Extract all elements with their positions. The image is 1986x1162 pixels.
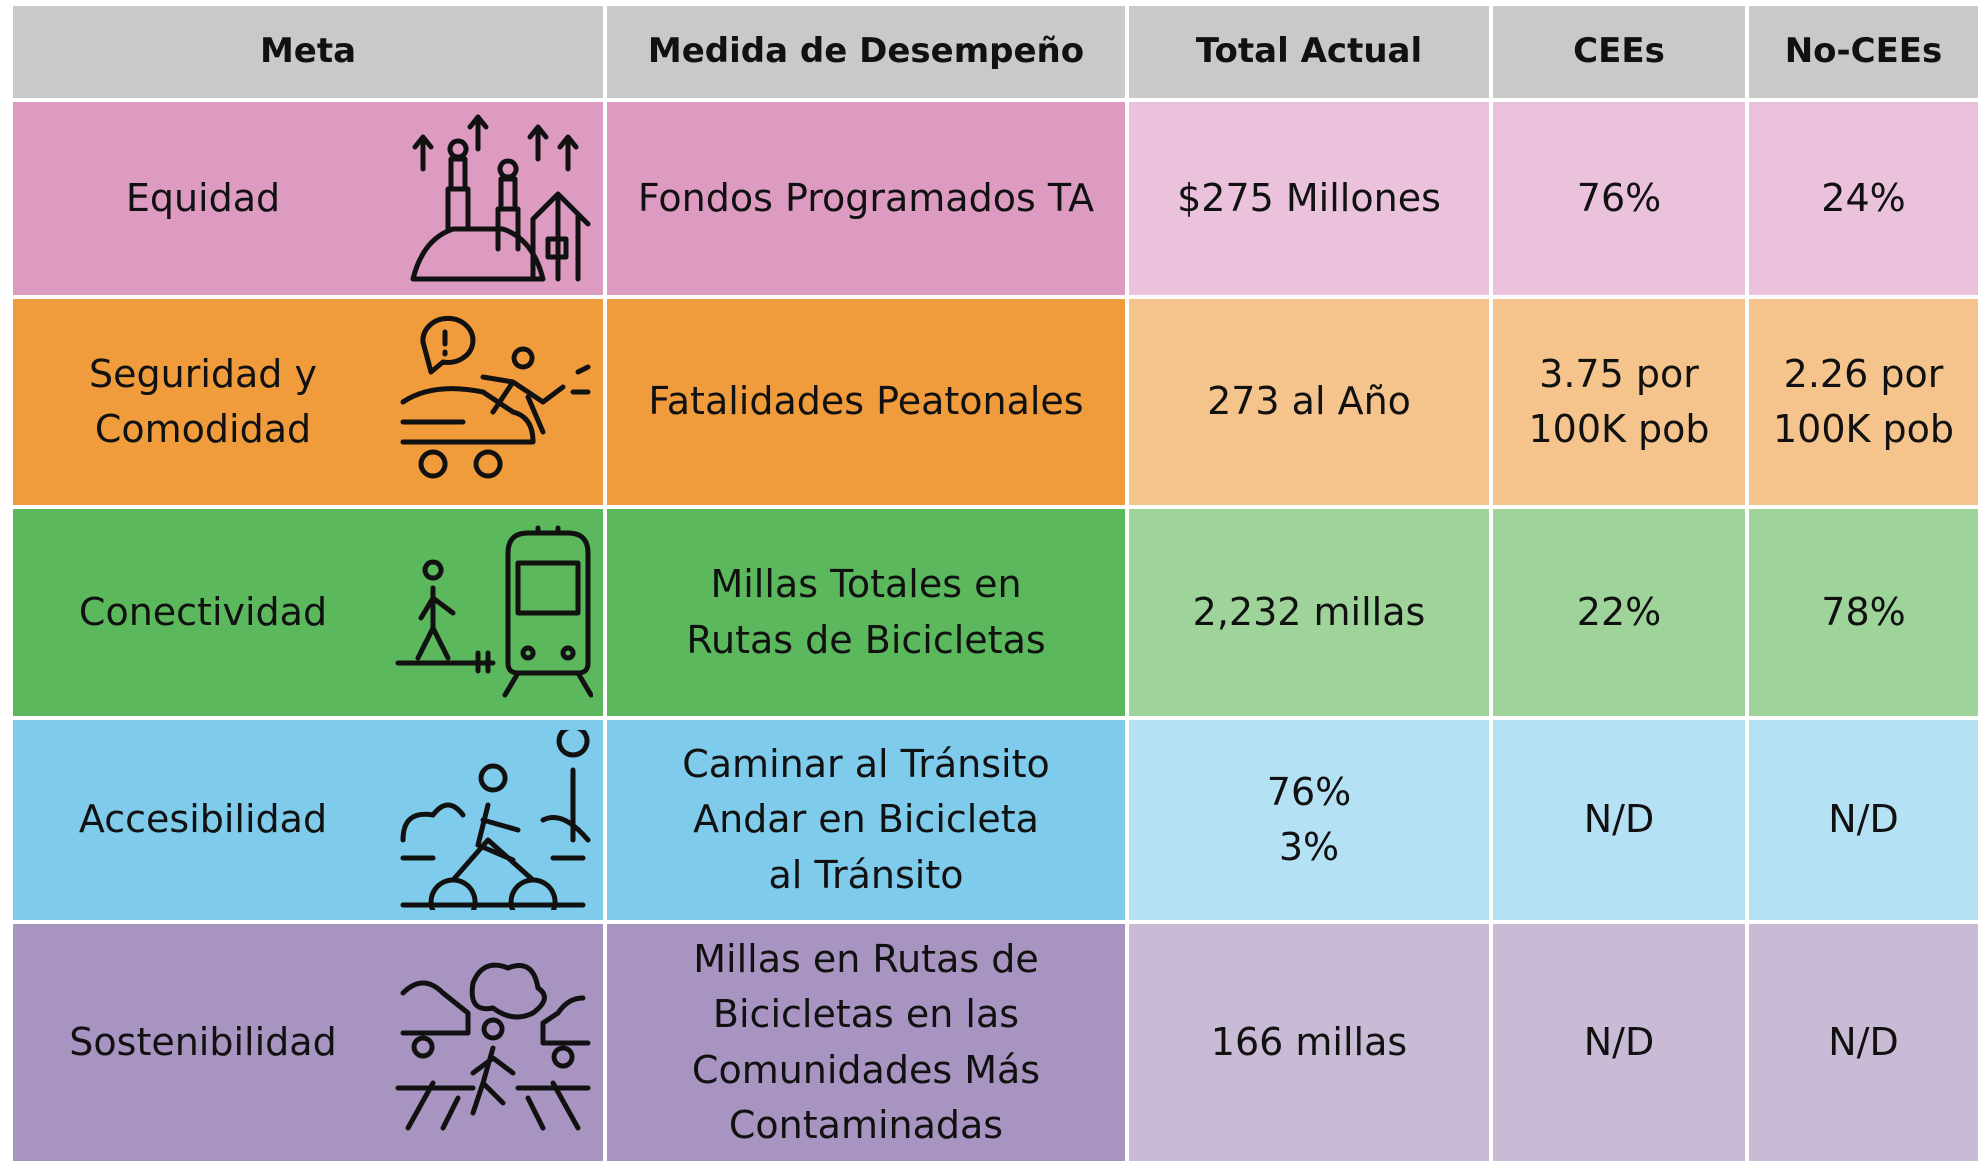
measure-cell: Fatalidades Peatonales — [607, 299, 1125, 505]
nocees-cell: 2.26 por 100K pob — [1749, 299, 1978, 505]
sustainability-icon — [395, 962, 591, 1130]
cees-cell: 3.75 por 100K pob — [1493, 299, 1745, 505]
goal-cell: Sostenibilidad — [13, 924, 603, 1161]
total-cell: 166 millas — [1129, 924, 1489, 1161]
cees-cell: 76% — [1493, 102, 1745, 295]
measure-cell: Millas Totales en Rutas de Bicicletas — [607, 509, 1125, 716]
goals-table: Meta Medida de Desempeño Total Actual CEEs N… — [13, 6, 1978, 1161]
accessibility-icon — [400, 730, 591, 910]
equity-icon — [410, 114, 591, 281]
goal-cell: Seguridad y Comodidad — [13, 299, 603, 505]
goal-text: Accesibilidad — [78, 797, 328, 842]
goal-text: Conectividad — [78, 589, 328, 634]
total-cell: 76% 3% — [1129, 720, 1489, 920]
total-cell: $275 Millones — [1129, 102, 1489, 295]
nocees-cell: N/D — [1749, 720, 1978, 920]
cees-cell: N/D — [1493, 924, 1745, 1161]
header-cell: Meta — [13, 6, 603, 98]
nocees-cell: 78% — [1749, 509, 1978, 716]
goal-cell: Accesibilidad — [13, 720, 603, 920]
cees-cell: 22% — [1493, 509, 1745, 716]
goal-cell: Equidad — [13, 102, 603, 295]
total-cell: 2,232 millas — [1129, 509, 1489, 716]
goal-text: Equidad — [125, 175, 281, 220]
total-cell: 273 al Año — [1129, 299, 1489, 505]
goal-cell: Conectividad — [13, 509, 603, 716]
header-cell: No-CEEs — [1749, 6, 1978, 98]
cees-cell: N/D — [1493, 720, 1745, 920]
nocees-cell: N/D — [1749, 924, 1978, 1161]
header-cell: CEEs — [1493, 6, 1745, 98]
measure-cell: Millas en Rutas de Bicicletas en las Com… — [607, 924, 1125, 1161]
safety-icon — [400, 315, 591, 479]
goal-text: Sostenibilidad — [69, 1019, 337, 1064]
header-cell: Medida de Desempeño — [607, 6, 1125, 98]
connectivity-icon — [395, 525, 593, 697]
measure-cell: Fondos Programados TA — [607, 102, 1125, 295]
measure-cell: Caminar al Tránsito Andar en Bicicleta a… — [607, 720, 1125, 920]
header-cell: Total Actual — [1129, 6, 1489, 98]
nocees-cell: 24% — [1749, 102, 1978, 295]
goal-text: Seguridad y Comodidad — [89, 351, 317, 451]
